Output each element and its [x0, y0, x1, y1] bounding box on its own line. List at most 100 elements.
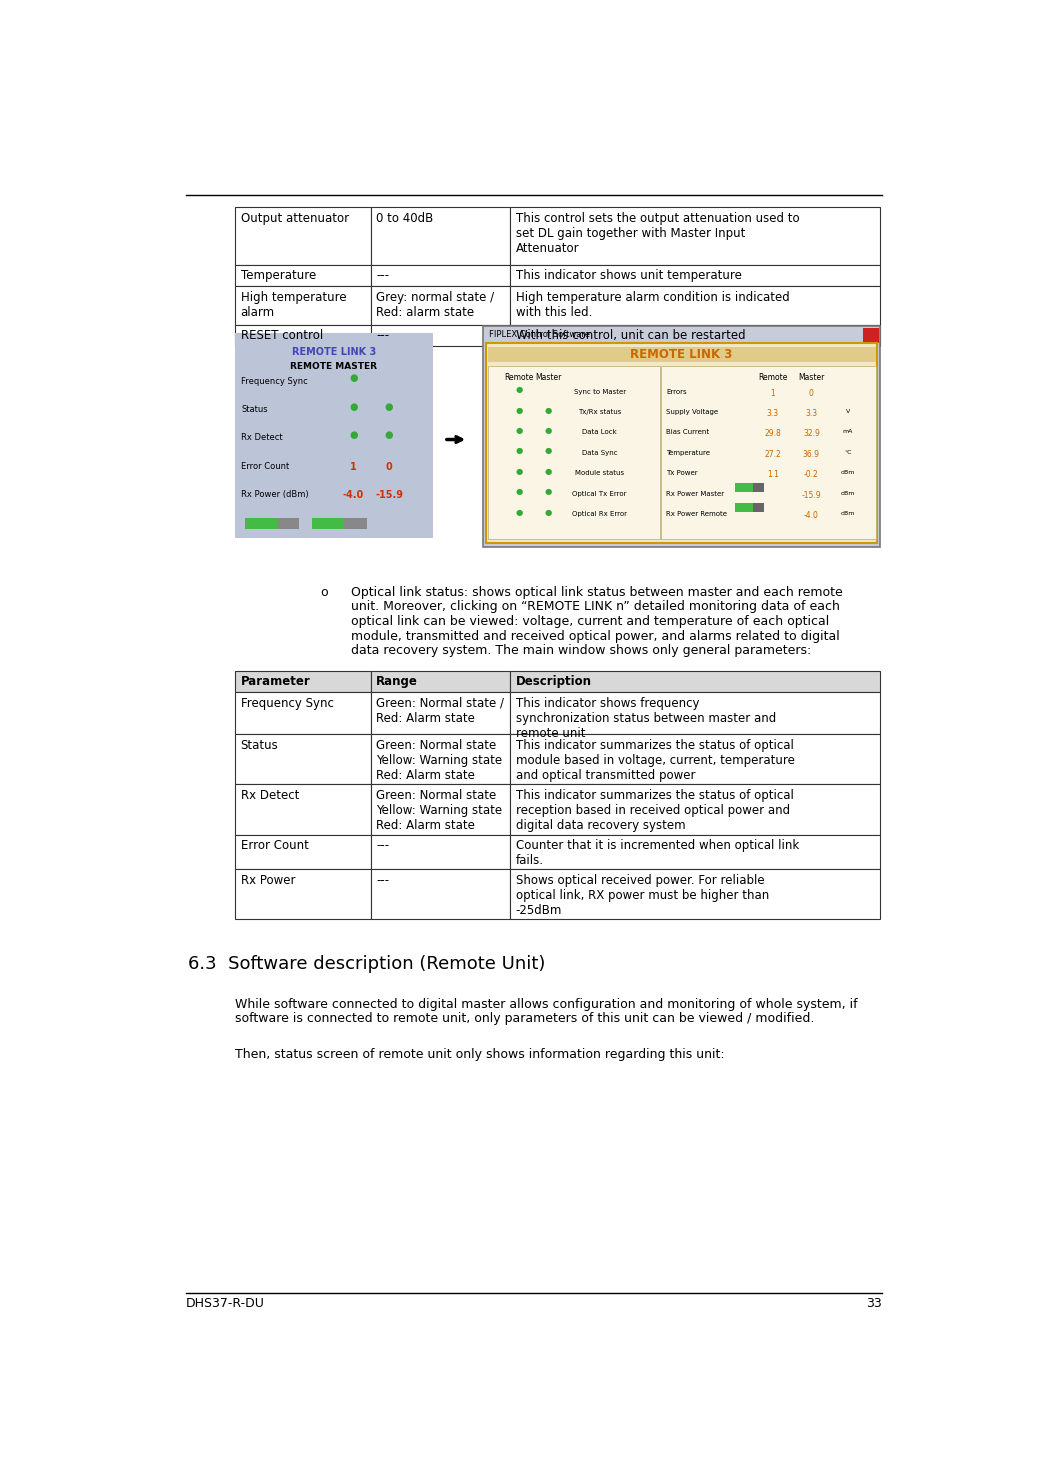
FancyBboxPatch shape	[662, 366, 875, 539]
Text: -4.0: -4.0	[804, 511, 819, 520]
Text: Data Sync: Data Sync	[581, 450, 618, 456]
Text: Module status: Module status	[575, 471, 624, 477]
FancyBboxPatch shape	[488, 366, 660, 539]
Text: Master: Master	[798, 373, 824, 382]
FancyBboxPatch shape	[371, 834, 510, 869]
Text: ---: ---	[376, 329, 390, 342]
Text: software is connected to remote unit, only parameters of this unit can be viewed: software is connected to remote unit, on…	[234, 1013, 814, 1025]
Text: 6.3  Software description (Remote Unit): 6.3 Software description (Remote Unit)	[189, 955, 546, 973]
Text: Bias Current: Bias Current	[666, 429, 710, 435]
Text: 27.2: 27.2	[765, 450, 782, 459]
FancyBboxPatch shape	[510, 869, 880, 920]
Text: mA: mA	[843, 429, 853, 434]
Text: ●: ●	[544, 446, 551, 456]
Text: 0: 0	[809, 388, 814, 398]
FancyBboxPatch shape	[487, 342, 877, 542]
Text: data recovery system. The main window shows only general parameters:: data recovery system. The main window sh…	[351, 644, 812, 658]
Text: ●: ●	[349, 373, 357, 384]
Text: module, transmitted and received optical power, and alarms related to digital: module, transmitted and received optical…	[351, 629, 840, 643]
Text: Shows optical received power. For reliable
optical link, RX power must be higher: Shows optical received power. For reliab…	[516, 874, 769, 917]
Text: Rx Detect: Rx Detect	[241, 789, 299, 803]
Text: Master: Master	[535, 373, 562, 382]
Text: optical link can be viewed: voltage, current and temperature of each optical: optical link can be viewed: voltage, cur…	[351, 615, 829, 628]
Text: ●: ●	[349, 429, 357, 440]
Text: Green: Normal state
Yellow: Warning state
Red: Alarm state: Green: Normal state Yellow: Warning stat…	[376, 789, 502, 832]
Text: ---: ---	[376, 840, 390, 852]
Text: -0.2: -0.2	[804, 471, 819, 480]
Text: Tx/Rx status: Tx/Rx status	[578, 409, 621, 415]
Text: ●: ●	[515, 427, 522, 435]
Text: Sync to Master: Sync to Master	[573, 388, 625, 395]
Text: 0: 0	[386, 462, 393, 472]
FancyBboxPatch shape	[371, 692, 510, 735]
FancyBboxPatch shape	[510, 692, 880, 735]
FancyBboxPatch shape	[752, 483, 764, 492]
FancyBboxPatch shape	[371, 671, 510, 692]
Text: Supply Voltage: Supply Voltage	[666, 409, 718, 415]
Text: This control sets the output attenuation used to
set DL gain together with Maste: This control sets the output attenuation…	[516, 212, 799, 255]
FancyBboxPatch shape	[245, 517, 277, 529]
Text: Errors: Errors	[666, 388, 687, 395]
FancyBboxPatch shape	[234, 671, 371, 692]
Text: Then, status screen of remote unit only shows information regarding this unit:: Then, status screen of remote unit only …	[234, 1049, 724, 1060]
FancyBboxPatch shape	[234, 869, 371, 920]
Text: This indicator summarizes the status of optical
reception based in received opti: This indicator summarizes the status of …	[516, 789, 794, 832]
Text: -15.9: -15.9	[801, 490, 821, 499]
Text: Rx Power (dBm): Rx Power (dBm)	[242, 490, 309, 499]
Text: REMOTE LINK 3: REMOTE LINK 3	[630, 348, 733, 361]
Text: Optical link status: shows optical link status between master and each remote: Optical link status: shows optical link …	[351, 586, 843, 598]
Text: ●: ●	[515, 406, 522, 415]
FancyBboxPatch shape	[752, 504, 764, 512]
Text: Status: Status	[242, 404, 268, 415]
Text: -15.9: -15.9	[375, 490, 403, 501]
Text: FIPLEX Control Software: FIPLEX Control Software	[490, 330, 591, 339]
FancyBboxPatch shape	[234, 207, 371, 265]
FancyBboxPatch shape	[234, 265, 371, 286]
Text: ●: ●	[384, 429, 393, 440]
Text: 3.3: 3.3	[805, 409, 817, 418]
Text: Error Count: Error Count	[242, 462, 290, 471]
Text: With this control, unit can be restarted: With this control, unit can be restarted	[516, 329, 745, 342]
Text: This indicator shows frequency
synchronization status between master and
remote : This indicator shows frequency synchroni…	[516, 696, 776, 739]
Text: Status: Status	[241, 739, 278, 752]
Text: ●: ●	[384, 401, 393, 412]
Text: REMOTE LINK 3: REMOTE LINK 3	[292, 347, 376, 357]
Text: 29.8: 29.8	[765, 429, 782, 438]
FancyBboxPatch shape	[510, 324, 880, 347]
FancyBboxPatch shape	[234, 286, 371, 324]
FancyBboxPatch shape	[234, 324, 371, 347]
FancyBboxPatch shape	[344, 517, 367, 529]
Text: ---: ---	[376, 874, 390, 887]
FancyBboxPatch shape	[510, 265, 880, 286]
Text: Rx Detect: Rx Detect	[242, 434, 283, 443]
Text: unit. Moreover, clicking on “REMOTE LINK n” detailed monitoring data of each: unit. Moreover, clicking on “REMOTE LINK…	[351, 600, 840, 613]
Text: Optical Tx Error: Optical Tx Error	[572, 490, 627, 496]
FancyBboxPatch shape	[234, 692, 371, 735]
Text: Rx Power: Rx Power	[241, 874, 295, 887]
Text: Data Lock: Data Lock	[582, 429, 617, 435]
FancyBboxPatch shape	[510, 735, 880, 785]
FancyBboxPatch shape	[488, 347, 875, 363]
Text: Rx Power Remote: Rx Power Remote	[666, 511, 727, 517]
FancyBboxPatch shape	[371, 735, 510, 785]
Text: dBm: dBm	[841, 471, 854, 475]
FancyBboxPatch shape	[510, 834, 880, 869]
Text: ●: ●	[544, 406, 551, 415]
Text: ●: ●	[515, 508, 522, 517]
Text: dBm: dBm	[841, 490, 854, 496]
Text: This indicator summarizes the status of optical
module based in voltage, current: This indicator summarizes the status of …	[516, 739, 795, 782]
FancyBboxPatch shape	[277, 517, 299, 529]
Text: 1: 1	[350, 462, 356, 472]
FancyBboxPatch shape	[371, 207, 510, 265]
Text: ●: ●	[544, 487, 551, 496]
Text: ●: ●	[515, 385, 522, 394]
Text: dBm: dBm	[841, 511, 854, 515]
Text: ●: ●	[515, 446, 522, 456]
FancyBboxPatch shape	[312, 517, 344, 529]
Text: Description: Description	[516, 675, 592, 689]
Text: ●: ●	[544, 508, 551, 517]
Text: Counter that it is incremented when optical link
fails.: Counter that it is incremented when opti…	[516, 840, 799, 866]
Text: Range: Range	[376, 675, 418, 689]
FancyBboxPatch shape	[510, 671, 880, 692]
FancyBboxPatch shape	[234, 785, 371, 834]
